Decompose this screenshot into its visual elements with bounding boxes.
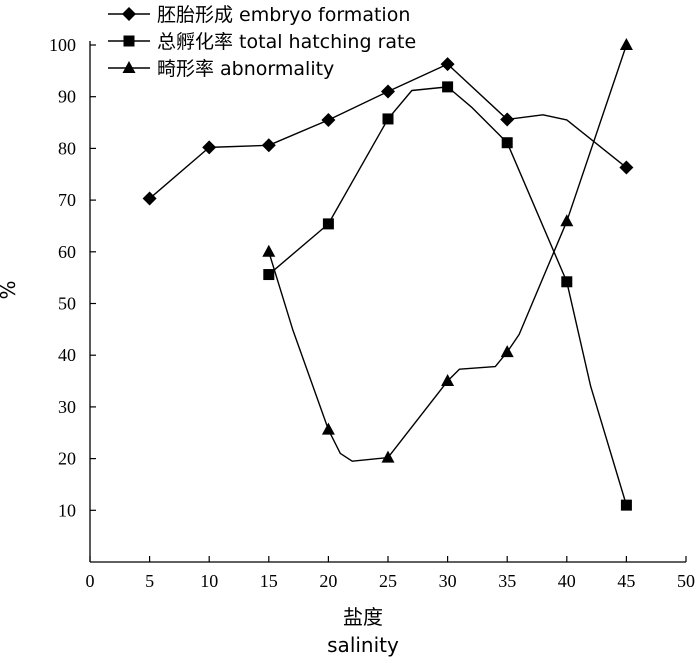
data-point xyxy=(619,38,633,50)
data-point xyxy=(322,218,334,230)
series-line xyxy=(268,44,628,462)
legend-item-embryo-formation: 胚胎形成 embryo formation xyxy=(108,4,410,26)
data-point xyxy=(262,244,276,257)
data-point xyxy=(441,374,455,387)
y-tick-label: 60 xyxy=(58,242,76,262)
y-tick-label: 70 xyxy=(58,190,76,210)
x-axis-title-cn: 盐度 xyxy=(343,605,383,629)
x-tick-label: 45 xyxy=(617,571,635,591)
x-tick-label: 10 xyxy=(200,571,218,591)
data-point xyxy=(202,140,217,155)
y-axis-title: % xyxy=(0,280,20,299)
y-tick-label: 80 xyxy=(58,138,76,158)
legend-label: 总孵化率 total hatching rate xyxy=(157,31,416,53)
y-tick-label: 40 xyxy=(58,345,76,365)
x-tick-label: 50 xyxy=(677,571,695,591)
data-point xyxy=(263,269,275,281)
x-tick-label: 15 xyxy=(260,571,278,591)
x-tick-label: 35 xyxy=(498,571,516,591)
data-point xyxy=(440,57,455,72)
data-point xyxy=(142,191,157,206)
data-point xyxy=(321,112,336,127)
series-total-hatching-rate xyxy=(263,81,632,511)
data-point xyxy=(381,450,395,463)
series-line xyxy=(149,63,627,200)
y-tick-label: 20 xyxy=(58,449,76,469)
x-tick-label: 40 xyxy=(558,571,576,591)
series-abnormality xyxy=(262,38,633,463)
x-tick-label: 30 xyxy=(439,571,457,591)
legend: 胚胎形成 embryo formation 总孵化率 total hatching… xyxy=(108,4,416,80)
x-tick-label: 0 xyxy=(86,571,95,591)
legend-marker xyxy=(122,7,136,21)
x-tick-label: 25 xyxy=(379,571,397,591)
y-tick-label: 100 xyxy=(49,35,76,55)
y-tick-label: 90 xyxy=(58,87,76,107)
data-point xyxy=(619,160,634,175)
y-tick-label: 10 xyxy=(58,500,76,520)
data-point xyxy=(321,422,335,435)
series-layer xyxy=(142,38,634,511)
y-tick-label: 50 xyxy=(58,294,76,314)
data-point xyxy=(561,276,573,288)
data-point xyxy=(620,499,632,511)
data-point xyxy=(261,138,276,153)
data-point xyxy=(381,84,395,99)
data-point xyxy=(500,112,515,127)
legend-item-abnormality: 畸形率 abnormality xyxy=(108,58,334,80)
x-axis-title-en: salinity xyxy=(327,633,399,657)
data-point xyxy=(382,113,394,125)
x-tick-label: 20 xyxy=(319,571,337,591)
series-embryo-formation xyxy=(142,57,634,206)
legend-item-total-hatching-rate: 总孵化率 total hatching rate xyxy=(108,31,416,53)
data-point xyxy=(442,81,454,93)
axes: 0 5 10 15 20 25 30 35 40 45 50 10 20 30 40 50 60 70 80 90 10… xyxy=(49,35,695,591)
data-point xyxy=(560,214,574,227)
legend-marker xyxy=(122,61,136,73)
legend-marker xyxy=(123,35,135,47)
x-tick-label: 5 xyxy=(145,571,154,591)
data-point xyxy=(501,137,513,149)
legend-label: 畸形率 abnormality xyxy=(157,58,334,80)
data-point xyxy=(500,345,514,358)
y-tick-label: 30 xyxy=(58,397,76,417)
legend-label: 胚胎形成 embryo formation xyxy=(157,4,410,26)
series-line xyxy=(268,86,628,506)
